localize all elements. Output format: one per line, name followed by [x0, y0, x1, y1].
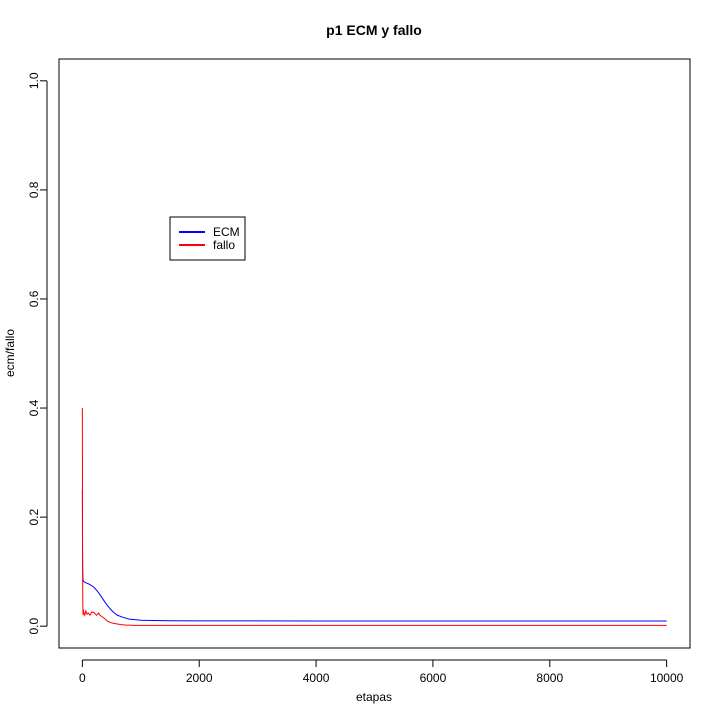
series-line-fallo [81, 408, 667, 626]
x-tick-label: 10000 [650, 671, 684, 685]
legend-label-fallo: fallo [213, 238, 235, 252]
x-tick-label: 0 [79, 671, 86, 685]
legend: ECM fallo [169, 216, 246, 261]
y-tick-label: 0.2 [27, 508, 41, 525]
legend-box [169, 216, 246, 261]
x-tick-label: 8000 [536, 671, 563, 685]
series-layer [81, 408, 667, 626]
y-tick-label: 1.0 [27, 72, 41, 89]
x-tick-label: 4000 [303, 671, 330, 685]
x-axis: 0 2000 4000 6000 8000 10000 [79, 659, 684, 685]
x-tick-label: 6000 [420, 671, 447, 685]
y-tick-label: 0.6 [27, 290, 41, 307]
y-axis-label: ecm/fallo [3, 329, 17, 377]
legend-label-ecm: ECM [213, 225, 240, 239]
y-tick-label: 0.0 [27, 618, 41, 635]
chart-title: p1 ECM y fallo [326, 22, 422, 38]
plot-area-frame [58, 58, 691, 649]
series-line-ecm [81, 489, 667, 622]
y-axis: 0.0 0.2 0.4 0.6 0.8 1.0 [27, 72, 48, 635]
y-tick-label: 0.4 [27, 399, 41, 416]
x-tick-label: 2000 [186, 671, 213, 685]
x-axis-label: etapas [356, 690, 392, 704]
y-tick-label: 0.8 [27, 181, 41, 198]
